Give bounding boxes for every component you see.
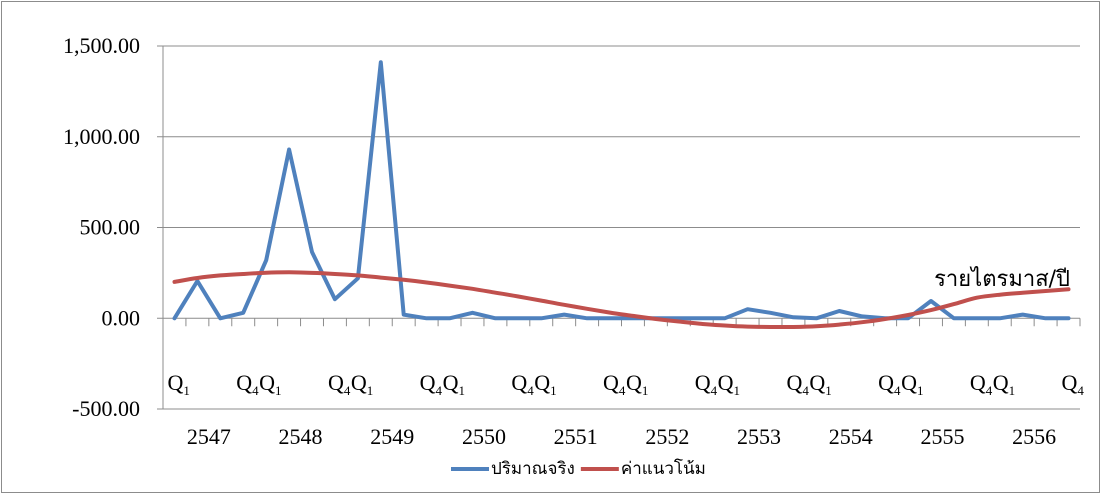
year-label-9: 2556 [1012, 424, 1056, 449]
annotation-label: รายไตรมาส/ปี [934, 266, 1070, 292]
quarter-label-18: Q1 [993, 370, 1015, 398]
year-label-5: 2552 [645, 424, 689, 449]
year-label-7: 2554 [829, 424, 873, 449]
quarter-label-17: Q4 [970, 370, 993, 398]
quarter-label-0: Q1 [167, 370, 189, 398]
series-line-1 [172, 270, 1071, 330]
y-tick-label-0: -500.00 [72, 396, 140, 421]
quarter-label-1: Q4 [236, 370, 259, 398]
year-labels: 2547 2548 2549 2550 2551 2552 2553 2554 2555 2556 [187, 424, 1056, 449]
quarter-labels: Q1 Q4 Q1 Q4 Q1 Q4 Q1 Q4 Q1 Q4 Q1 Q4 Q1 Q4 Q1 Q4 Q1 Q4 Q1 Q4 [167, 370, 1084, 398]
quarter-label-8: Q1 [534, 370, 556, 398]
quarter-label-7: Q4 [511, 370, 534, 398]
y-tick-label-2: 500.00 [80, 215, 141, 240]
year-label-8: 2555 [920, 424, 964, 449]
legend-label-0: ปริมาณจริง [491, 459, 575, 479]
quarter-label-2: Q1 [259, 370, 281, 398]
year-label-4: 2551 [554, 424, 598, 449]
year-label-0: 2547 [187, 424, 231, 449]
quarter-label-6: Q1 [443, 370, 465, 398]
legend-label-1: ค่าแนวโน้ม [621, 458, 706, 479]
year-label-6: 2553 [737, 424, 781, 449]
quarter-label-16: Q1 [901, 370, 923, 398]
quarter-label-5: Q4 [420, 370, 443, 398]
y-tick-label-3: 1,000.00 [63, 124, 140, 149]
series-lines [172, 60, 1071, 330]
y-tick-label-1: 0.00 [102, 305, 141, 330]
quarter-label-13: Q4 [786, 370, 809, 398]
gridlines [163, 45, 1080, 410]
quarter-label-11: Q4 [695, 370, 718, 398]
y-tick-label-4: 1,500.00 [63, 33, 140, 58]
legend: ปริมาณจริง ค่าแนวโน้ม [451, 458, 706, 479]
quarter-label-9: Q4 [603, 370, 626, 398]
quarter-label-10: Q1 [626, 370, 648, 398]
quarter-label-15: Q4 [878, 370, 901, 398]
quarter-label-12: Q1 [718, 370, 740, 398]
year-label-3: 2550 [462, 424, 506, 449]
quarter-label-19: Q4 [1062, 370, 1085, 398]
quarter-label-14: Q1 [809, 370, 831, 398]
quarter-label-4: Q1 [351, 370, 373, 398]
y-axis-tick-labels: -500.00 0.00 500.00 1,000.00 1,500.00 [63, 33, 163, 421]
year-label-2: 2549 [370, 424, 414, 449]
series-line-0 [172, 60, 1071, 321]
year-label-1: 2548 [279, 424, 323, 449]
quarter-label-3: Q4 [328, 370, 351, 398]
